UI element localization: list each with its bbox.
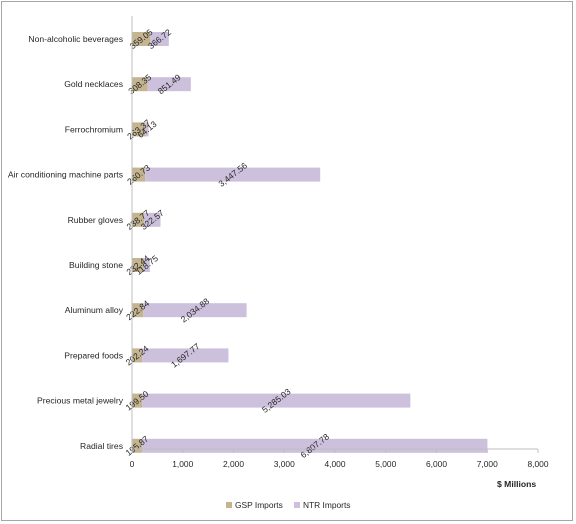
x-tick-label: 1,000 [172,459,193,469]
category-label: Radial tires [80,441,123,451]
x-tick-label: 3,000 [274,459,295,469]
category-label: Air conditioning machine parts [8,170,123,180]
bar-gsp [132,32,151,46]
legend-swatch [294,502,300,508]
bar-ntr [143,258,150,272]
bar-gsp [132,393,143,408]
x-tick-label: 6,000 [426,459,447,469]
bar-gsp [132,258,144,272]
bar-gsp [132,348,143,363]
category-label: Prepared foods [64,350,123,360]
category-label: Rubber gloves [68,215,123,225]
bar-ntr [145,122,149,137]
x-tick-label: 0 [130,459,135,469]
category-label: Building stone [69,260,123,270]
bar-ntr [143,303,247,318]
bar-ntr [142,393,411,408]
axes [131,16,539,453]
tick-labels: 0 1,000 2,000 3,000 4,000 5,000 6,000 7,000 8,00… [130,459,549,469]
legend-label: GSP Imports [235,500,283,510]
x-tick-label: 7,000 [477,459,498,469]
legend-label: NTR Imports [303,500,350,510]
category-label: Non-alcoholic beverages [28,34,123,44]
bar-ntr [144,212,161,227]
x-tick-label: 4,000 [325,459,346,469]
category-label: Gold necklaces [64,79,123,89]
bar-ntr [145,167,321,182]
x-axis-title: $ Millions [497,479,536,489]
legend-swatch [226,502,232,508]
bars [132,32,488,453]
legend: GSP Imports NTR Imports [226,500,350,510]
bar-gsp [132,212,145,227]
x-tick-label: 2,000 [223,459,244,469]
bar-gsp [132,167,146,182]
bar-ntr [147,77,191,92]
x-tick-label: 8,000 [528,459,549,469]
x-tick-label: 5,000 [375,459,396,469]
bar-gsp [132,77,148,92]
bar-ntr [142,348,229,363]
bar-gsp [132,122,146,137]
bar-gsp [132,303,144,318]
bar-gsp [132,438,142,453]
category-label: Aluminum alloy [65,305,124,315]
category-label: Ferrochromium [65,124,123,134]
category-label: Precious metal jewelry [37,396,124,406]
category-labels: Non-alcoholic beverages Gold necklaces Fer… [8,34,124,451]
bar-ntr [150,32,169,46]
